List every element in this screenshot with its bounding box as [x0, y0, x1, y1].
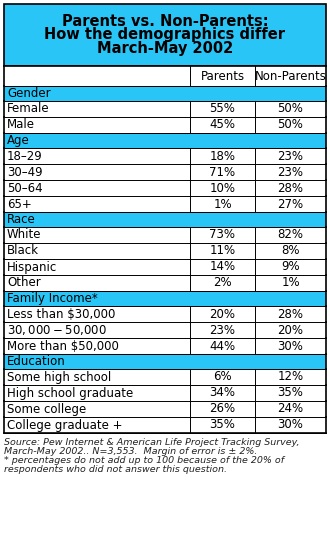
Text: respondents who did not answer this question.: respondents who did not answer this ques…	[4, 465, 227, 474]
Bar	[4, 291, 326, 306]
Text: Age: Age	[7, 134, 30, 147]
Text: 50%: 50%	[278, 102, 304, 115]
Text: 35%: 35%	[278, 386, 304, 399]
Text: 11%: 11%	[210, 244, 236, 257]
Text: 28%: 28%	[278, 307, 304, 320]
Text: 30–49: 30–49	[7, 165, 43, 178]
Bar	[4, 322, 326, 338]
Text: 20%: 20%	[210, 307, 236, 320]
Text: March-May 2002: March-May 2002	[97, 42, 233, 56]
Text: 2%: 2%	[213, 276, 232, 289]
Bar	[4, 306, 326, 322]
Text: 45%: 45%	[210, 119, 236, 132]
Text: 10%: 10%	[210, 182, 236, 195]
Text: 24%: 24%	[278, 403, 304, 416]
Text: More than $50,000: More than $50,000	[7, 339, 119, 352]
Text: Education: Education	[7, 355, 66, 368]
Text: 50–64: 50–64	[7, 182, 43, 195]
Text: 30%: 30%	[278, 339, 304, 352]
Text: 23%: 23%	[278, 165, 304, 178]
Bar	[4, 338, 326, 354]
Bar	[4, 101, 326, 117]
Bar	[4, 133, 326, 148]
Text: College graduate +: College graduate +	[7, 418, 122, 431]
Text: 9%: 9%	[281, 261, 300, 274]
Text: Race: Race	[7, 213, 36, 226]
Text: Gender: Gender	[7, 87, 50, 100]
Bar	[4, 164, 326, 180]
Text: 1%: 1%	[213, 197, 232, 210]
Text: 28%: 28%	[278, 182, 304, 195]
Text: Parents vs. Non-Parents:: Parents vs. Non-Parents:	[62, 14, 268, 29]
Bar	[4, 354, 326, 369]
Text: Source: Pew Internet & American Life Project Tracking Survey,: Source: Pew Internet & American Life Pro…	[4, 438, 300, 447]
Text: 18%: 18%	[210, 150, 236, 163]
Text: 18–29: 18–29	[7, 150, 43, 163]
Text: White: White	[7, 229, 42, 242]
Text: 71%: 71%	[210, 165, 236, 178]
Text: 26%: 26%	[210, 403, 236, 416]
Text: 73%: 73%	[210, 229, 236, 242]
Text: 23%: 23%	[278, 150, 304, 163]
Text: $30,000-$50,000: $30,000-$50,000	[7, 323, 107, 337]
Bar	[4, 369, 326, 385]
Text: 23%: 23%	[210, 324, 236, 337]
Text: 55%: 55%	[210, 102, 235, 115]
Text: Some college: Some college	[7, 403, 86, 416]
Text: Non-Parents: Non-Parents	[254, 69, 326, 82]
Text: 12%: 12%	[278, 371, 304, 384]
Bar	[4, 385, 326, 401]
Bar	[4, 196, 326, 212]
Text: 14%: 14%	[210, 261, 236, 274]
Text: 35%: 35%	[210, 418, 235, 431]
Text: 65+: 65+	[7, 197, 32, 210]
Bar	[4, 86, 326, 101]
Bar	[4, 401, 326, 417]
Text: March-May 2002.. N=3,553.  Margin of error is ± 2%.: March-May 2002.. N=3,553. Margin of erro…	[4, 447, 257, 456]
Text: How the demographics differ: How the demographics differ	[45, 28, 285, 42]
Text: 44%: 44%	[210, 339, 236, 352]
Text: Less than $30,000: Less than $30,000	[7, 307, 116, 320]
Bar	[4, 417, 326, 433]
Bar	[4, 117, 326, 133]
Bar	[4, 275, 326, 291]
Bar	[4, 66, 326, 86]
Text: 8%: 8%	[281, 244, 300, 257]
Text: 20%: 20%	[278, 324, 304, 337]
Bar	[4, 227, 326, 243]
Bar	[4, 259, 326, 275]
Text: 6%: 6%	[213, 371, 232, 384]
Text: * percentages do not add up to 100 because of the 20% of: * percentages do not add up to 100 becau…	[4, 456, 284, 465]
Bar	[4, 243, 326, 259]
Text: 27%: 27%	[278, 197, 304, 210]
Text: Hispanic: Hispanic	[7, 261, 57, 274]
Bar	[4, 148, 326, 164]
Text: Black: Black	[7, 244, 39, 257]
Text: 82%: 82%	[278, 229, 304, 242]
Text: 30%: 30%	[278, 418, 304, 431]
Bar	[4, 212, 326, 227]
Text: Female: Female	[7, 102, 50, 115]
Bar	[4, 4, 326, 66]
Text: 34%: 34%	[210, 386, 236, 399]
Text: Some high school: Some high school	[7, 371, 111, 384]
Text: Male: Male	[7, 119, 35, 132]
Text: 50%: 50%	[278, 119, 304, 132]
Bar	[4, 180, 326, 196]
Text: High school graduate: High school graduate	[7, 386, 133, 399]
Text: Other: Other	[7, 276, 41, 289]
Text: 1%: 1%	[281, 276, 300, 289]
Text: Parents: Parents	[200, 69, 245, 82]
Text: Family Income*: Family Income*	[7, 292, 98, 305]
